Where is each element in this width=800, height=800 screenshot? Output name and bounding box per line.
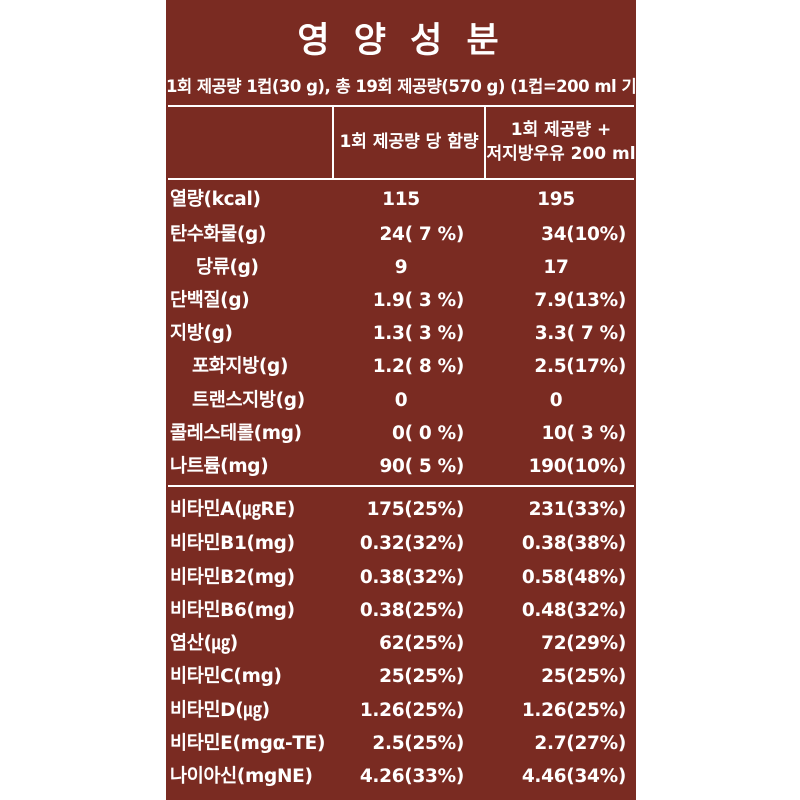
divider-top xyxy=(168,105,634,107)
nutrient-label: 비타민A(㎍RE) xyxy=(170,499,295,520)
nutrient-label: 비타민E(mgα-TE) xyxy=(170,733,326,754)
with-milk-value: 2.5(17%) xyxy=(534,356,626,377)
per-serving-value: 0( 0 %) xyxy=(392,423,464,444)
nutrient-row: 열량(kcal) 115 195 xyxy=(166,183,636,216)
nutrient-row: 당류(g) 9 17 xyxy=(166,251,636,284)
with-milk-value: 0.48(32%) xyxy=(521,600,626,621)
with-milk-value: 190(10%) xyxy=(528,456,627,477)
per-serving-value: 9 xyxy=(394,257,408,278)
per-serving-value: 62(25%) xyxy=(379,633,464,654)
nutrient-row: 콜레스테롤(mg) 0( 0 %) 10( 3 %) xyxy=(166,417,636,450)
with-milk-value: 231(33%) xyxy=(528,499,627,520)
per-serving-value: 4.26(33%) xyxy=(359,766,464,787)
nutrient-row: 비타민E(mgα-TE) 2.5(25%) 2.7(27%) xyxy=(166,727,636,760)
column-header-with-milk: 1회 제공량 + 저지방우유 200 ml xyxy=(486,118,636,166)
with-milk-value: 0.38(38%) xyxy=(521,533,626,554)
nutrient-row: 나이아신(mgNE) 4.26(33%) 4.46(34%) xyxy=(166,760,636,793)
nutrient-row: 단백질(g) 1.9( 3 %) 7.9(13%) xyxy=(166,284,636,317)
panel-title: 영 양 성 분 xyxy=(297,21,505,61)
nutrient-label: 비타민B1(mg) xyxy=(170,533,295,554)
nutrient-row: 나트륨(mg) 90( 5 %) 190(10%) xyxy=(166,450,636,483)
per-serving-value: 1.26(25%) xyxy=(359,700,464,721)
nutrient-row: 트랜스지방(g) 0 0 xyxy=(166,384,636,417)
nutrient-label: 트랜스지방(g) xyxy=(192,390,305,411)
per-serving-value: 24( 7 %) xyxy=(379,224,464,245)
nutrient-row: 비타민D(㎍) 1.26(25%) 1.26(25%) xyxy=(166,694,636,727)
column-header-per-serving: 1회 제공량 당 함량 xyxy=(339,132,479,152)
with-milk-value: 4.46(34%) xyxy=(521,766,626,787)
per-serving-value: 0.38(25%) xyxy=(359,600,464,621)
nutrition-facts-panel: 영 양 성 분 1회 제공량 1컵(30 g), 총 19회 제공량(570 g… xyxy=(166,0,658,800)
nutrient-label: 비타민B6(mg) xyxy=(170,600,295,621)
per-serving-value: 90( 5 %) xyxy=(379,456,464,477)
with-milk-value: 25(25%) xyxy=(541,666,626,687)
with-milk-value: 72(29%) xyxy=(541,633,626,654)
nutrient-row: 비타민B1(mg) 0.32(32%) 0.38(38%) xyxy=(166,527,636,560)
with-milk-value: 17 xyxy=(543,257,569,278)
nutrient-label: 탄수화물(g) xyxy=(170,224,267,245)
nutrient-label: 비타민C(mg) xyxy=(170,666,282,687)
nutrient-row: 지방(g) 1.3( 3 %) 3.3( 7 %) xyxy=(166,317,636,350)
nutrient-label: 나트륨(mg) xyxy=(170,456,269,477)
per-serving-value: 0.32(32%) xyxy=(359,533,464,554)
with-milk-value: 7.9(13%) xyxy=(534,290,626,311)
per-serving-value: 1.3( 3 %) xyxy=(372,323,465,344)
nutrient-row: 비타민C(mg) 25(25%) 25(25%) xyxy=(166,660,636,693)
with-milk-value: 2.7(27%) xyxy=(534,733,626,754)
nutrient-row: 엽산(㎍) 62(25%) 72(29%) xyxy=(166,627,636,660)
nutrient-label: 비타민B2(mg) xyxy=(170,567,295,588)
nutrient-label: 단백질(g) xyxy=(170,290,250,311)
nutrient-row: 비타민A(㎍RE) 175(25%) 231(33%) xyxy=(166,493,636,526)
nutrient-label: 나이아신(mgNE) xyxy=(170,766,313,787)
nutrient-label: 열량(kcal) xyxy=(170,189,261,210)
nutrient-label: 엽산(㎍) xyxy=(170,633,238,654)
nutrient-label: 포화지방(g) xyxy=(192,356,289,377)
column-divider-1 xyxy=(332,105,334,178)
per-serving-value: 1.2( 8 %) xyxy=(372,356,465,377)
column-header-with-milk-line1: 1회 제공량 + xyxy=(510,120,612,140)
per-serving-value: 1.9( 3 %) xyxy=(372,290,465,311)
nutrient-row: 탄수화물(g) 24( 7 %) 34(10%) xyxy=(166,218,636,251)
nutrient-label: 지방(g) xyxy=(170,323,233,344)
nutrient-row: 포화지방(g) 1.2( 8 %) 2.5(17%) xyxy=(166,350,636,383)
with-milk-value: 10( 3 %) xyxy=(541,423,626,444)
nutrient-row: 비타민B2(mg) 0.38(32%) 0.58(48%) xyxy=(166,561,636,594)
nutrient-row: 비타민B6(mg) 0.38(25%) 0.48(32%) xyxy=(166,594,636,627)
per-serving-value: 0 xyxy=(394,390,408,411)
divider-vitamins xyxy=(168,485,634,487)
per-serving-value: 0.38(32%) xyxy=(359,567,464,588)
with-milk-value: 1.26(25%) xyxy=(521,700,626,721)
with-milk-value: 0 xyxy=(549,390,563,411)
per-serving-value: 175(25%) xyxy=(366,499,465,520)
with-milk-value: 34(10%) xyxy=(541,224,626,245)
serving-size-text: 1회 제공량 1컵(30 g), 총 19회 제공량(570 g) (1컵=20… xyxy=(166,77,658,96)
nutrient-label: 당류(g) xyxy=(196,257,259,278)
with-milk-value: 0.58(48%) xyxy=(521,567,626,588)
per-serving-value: 25(25%) xyxy=(379,666,464,687)
column-header-with-milk-line2: 저지방우유 200 ml xyxy=(486,144,636,164)
with-milk-value: 3.3( 7 %) xyxy=(534,323,627,344)
nutrient-label: 콜레스테롤(mg) xyxy=(170,423,302,444)
per-serving-value: 2.5(25%) xyxy=(372,733,464,754)
with-milk-value: 195 xyxy=(537,189,575,210)
per-serving-value: 115 xyxy=(382,189,420,210)
divider-header xyxy=(168,178,634,180)
column-divider-2 xyxy=(484,105,486,178)
nutrient-label: 비타민D(㎍) xyxy=(170,700,270,721)
